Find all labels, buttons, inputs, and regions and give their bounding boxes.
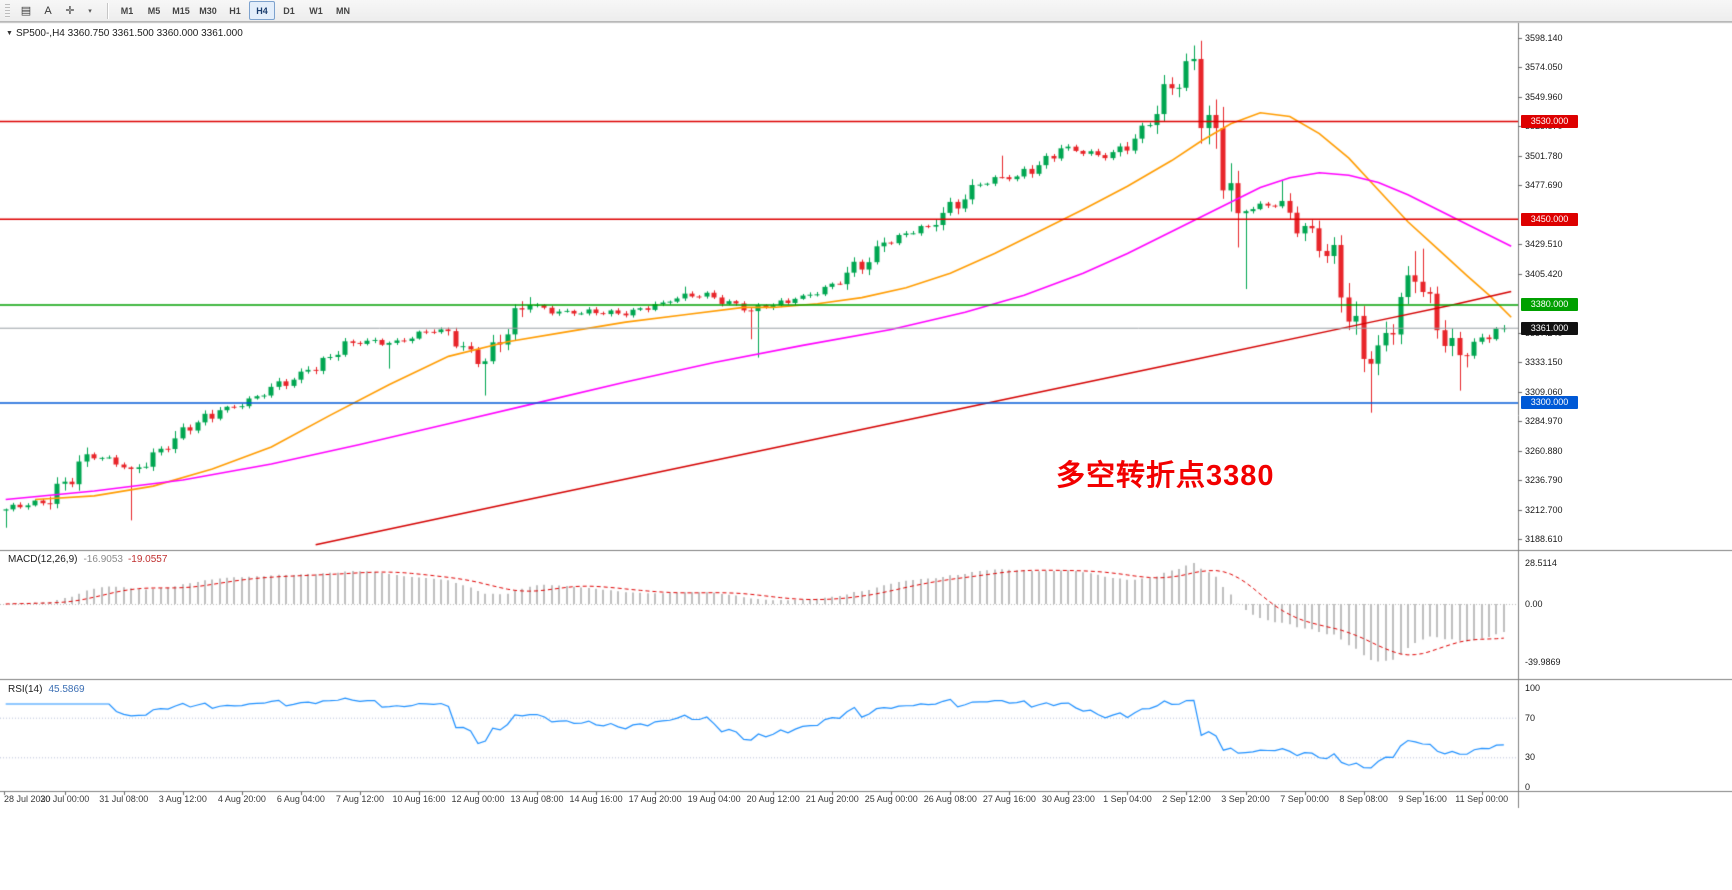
macd-name: MACD(12,26,9)	[8, 554, 78, 565]
price-scale-label: 3598.140	[1525, 33, 1563, 43]
timeframe-button-group: M1 M5 M15 M30 H1 H4 D1 W1 MN	[114, 1, 356, 20]
price-badge-3361: 3361.000	[1521, 321, 1578, 335]
price-scale-label: 3309.060	[1525, 386, 1563, 397]
time-axis-label: 11 Sep 00:00	[1455, 794, 1509, 804]
macd-main-value: -16.9053	[83, 554, 123, 565]
time-axis-label: 13 Aug 08:00	[510, 794, 564, 804]
timeframe-button-d1[interactable]: D1	[283, 5, 295, 16]
time-axis-label: 19 Aug 04:00	[687, 794, 741, 804]
macd-scale-label: -39.9869	[1525, 656, 1561, 667]
chart-title-text: SP500-,H4 3360.750 3361.500 3360.000 336…	[15, 28, 243, 39]
macd-signal-value: -19.0557	[127, 554, 168, 565]
timeframe-button-m15[interactable]: M15	[172, 5, 190, 16]
time-axis-label: 3 Aug 12:00	[158, 794, 207, 804]
timeframe-button-m30[interactable]: M30	[199, 5, 217, 16]
price-scale-label: 3260.880	[1525, 445, 1563, 456]
time-axis-label: 9 Sep 16:00	[1398, 794, 1447, 804]
rsi-name: RSI(14)	[8, 684, 43, 695]
time-axis-label: 28 Jul 2020	[4, 794, 51, 804]
price-scale-label: 3501.780	[1525, 150, 1563, 161]
time-axis-label: 2 Sep 12:00	[1162, 794, 1211, 804]
time-axis-label: 7 Sep 00:00	[1280, 794, 1329, 804]
time-axis-label: 14 Aug 16:00	[569, 794, 623, 804]
rsi-scale-label: 70	[1525, 712, 1536, 723]
time-axis-label: 10 Aug 16:00	[392, 794, 446, 804]
price-badge-3380: 3380.000	[1521, 298, 1578, 312]
price-scale-label: 3405.420	[1525, 268, 1563, 279]
time-axis-label: 4 Aug 20:00	[217, 794, 266, 804]
chart-text-annotation[interactable]: 多空转折点3380	[1056, 460, 1275, 492]
price-scale-label: 3429.510	[1525, 239, 1563, 250]
price-scale-label: 3574.050	[1525, 62, 1563, 73]
rsi-value: 45.5869	[48, 684, 85, 695]
time-axis-label: 6 Aug 04:00	[276, 794, 325, 804]
time-axis-label: 30 Jul 00:00	[40, 794, 90, 804]
time-axis-label: 21 Aug 20:00	[805, 794, 859, 804]
macd-indicator-label: MACD(12,26,9) -16.9053 -19.0557	[8, 554, 167, 565]
toolbar-separator	[107, 2, 108, 19]
price-scale-label: 3212.700	[1525, 504, 1563, 515]
timeframe-button-h4[interactable]: H4	[249, 1, 275, 20]
price-scale[interactable]: 3598.1403574.0503549.9603525.8703501.780…	[1519, 23, 1732, 806]
price-scale-label: 3549.960	[1525, 91, 1563, 102]
time-axis-label: 1 Sep 04:00	[1103, 794, 1152, 804]
price-scale-label: 3284.970	[1525, 416, 1563, 427]
macd-scale-label: 0.00	[1525, 599, 1543, 609]
timeframe-button-h1[interactable]: H1	[229, 5, 241, 16]
rsi-scale-label: 0	[1525, 782, 1531, 792]
price-badge-3450: 3450.000	[1521, 212, 1578, 226]
timeframe-button-m1[interactable]: M1	[120, 5, 134, 16]
time-axis-label: 8 Sep 08:00	[1339, 794, 1388, 804]
text-label-icon[interactable]: A	[44, 4, 52, 17]
time-axis-label: 7 Aug 12:00	[335, 794, 384, 804]
symbol-dropdown-icon[interactable]: ▼	[6, 30, 13, 37]
crosshair-icon[interactable]: ✛	[65, 5, 75, 17]
objects-list-icon[interactable]: ▤	[20, 5, 32, 17]
time-axis-label: 31 Jul 08:00	[99, 794, 149, 804]
timeframe-button-mn[interactable]: MN	[336, 5, 350, 16]
toolbar-grip[interactable]	[5, 3, 10, 18]
rsi-scale-label: 30	[1525, 752, 1536, 763]
price-scale-label: 3236.790	[1525, 475, 1563, 486]
time-axis-label: 17 Aug 20:00	[628, 794, 682, 804]
time-axis[interactable]: 28 Jul 2020 30 Jul 00:00 31 Jul 08:00 3 Aug…	[0, 794, 1519, 808]
macd-scale-label: 28.5114	[1525, 558, 1557, 568]
toolbar: ▤ A ✛ ▾ M1 M5 M15 M30 H1 H4 D1 W1 MN	[0, 0, 1732, 22]
price-badge-3530: 3530.000	[1521, 114, 1578, 128]
timeframe-button-w1[interactable]: W1	[309, 5, 323, 16]
time-axis-label: 20 Aug 12:00	[746, 794, 800, 804]
chart-title: ▼ SP500-,H4 3360.750 3361.500 3360.000 33…	[6, 28, 243, 39]
timeframe-button-m5[interactable]: M5	[147, 5, 161, 16]
cursor-caret-icon[interactable]: ▾	[88, 7, 92, 15]
time-axis-label: 30 Aug 23:00	[1041, 794, 1095, 804]
rsi-indicator-label: RSI(14) 45.5869	[8, 684, 85, 695]
time-axis-label: 3 Sep 20:00	[1221, 794, 1270, 804]
toolbar-icon-group: ▤ A ✛ ▾	[15, 1, 101, 21]
rsi-scale-label: 100	[1525, 683, 1541, 693]
time-axis-label: 12 Aug 00:00	[451, 794, 505, 804]
price-scale-label: 3188.610	[1525, 534, 1563, 545]
time-axis-label: 25 Aug 00:00	[864, 794, 918, 804]
price-scale-label: 3477.690	[1525, 180, 1563, 191]
time-axis-label: 26 Aug 08:00	[923, 794, 977, 804]
price-badge-3300: 3300.000	[1521, 396, 1578, 410]
time-axis-label: 27 Aug 16:00	[982, 794, 1036, 804]
price-scale-label: 3333.150	[1525, 357, 1563, 368]
